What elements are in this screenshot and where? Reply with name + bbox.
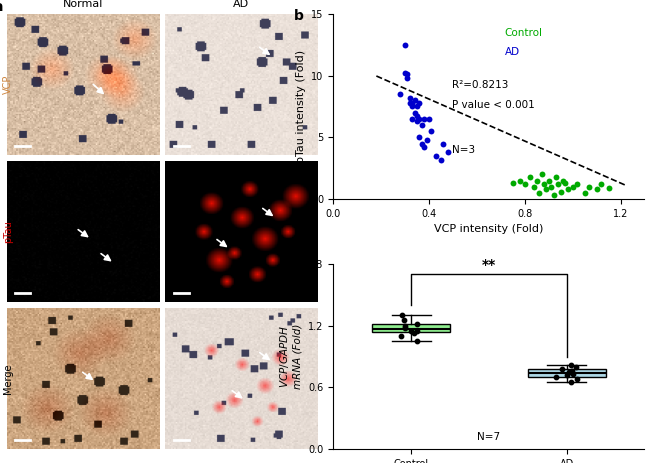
Point <box>568 183 578 190</box>
Point <box>412 118 422 125</box>
Point <box>566 367 577 375</box>
Point <box>553 181 564 188</box>
Point <box>546 183 557 190</box>
Text: pTau: pTau <box>3 220 13 243</box>
Point <box>398 317 409 324</box>
Y-axis label: $VCP/GAPDH$
mRNA (Fold): $VCP/GAPDH$ mRNA (Fold) <box>278 324 303 389</box>
Point <box>400 41 410 49</box>
Point <box>409 109 420 116</box>
Point <box>532 177 542 184</box>
Point <box>572 375 582 383</box>
Point <box>579 189 590 197</box>
Point <box>603 184 614 192</box>
X-axis label: VCP intensity (Fold): VCP intensity (Fold) <box>434 225 544 234</box>
Point <box>405 94 415 101</box>
Point <box>572 181 583 188</box>
Point <box>534 189 544 197</box>
Point <box>402 71 413 78</box>
Text: N=3: N=3 <box>452 145 475 155</box>
Point <box>414 134 424 141</box>
Point <box>412 113 422 120</box>
Text: c: c <box>294 259 303 273</box>
Text: a: a <box>0 0 3 14</box>
Point <box>539 181 549 188</box>
PathPatch shape <box>528 369 605 376</box>
Point <box>411 320 422 327</box>
Point <box>562 371 572 379</box>
Text: **: ** <box>482 258 496 272</box>
Text: Normal: Normal <box>62 0 103 9</box>
Point <box>436 156 446 163</box>
Point <box>407 115 417 123</box>
Point <box>419 115 430 123</box>
Text: Merge: Merge <box>3 363 13 394</box>
Point <box>570 363 581 370</box>
Point <box>397 312 408 319</box>
Point <box>551 173 561 181</box>
Point <box>421 136 432 144</box>
Point <box>548 192 559 199</box>
Point <box>426 127 437 135</box>
Point <box>566 361 577 369</box>
Point <box>431 152 441 160</box>
Point <box>395 332 406 340</box>
Point <box>406 327 416 334</box>
Point <box>529 183 540 190</box>
Point <box>558 177 568 184</box>
Point <box>402 75 413 82</box>
Point <box>561 179 571 187</box>
Point <box>400 324 410 332</box>
Text: AD: AD <box>505 47 519 56</box>
Point <box>414 115 424 123</box>
Point <box>566 379 576 386</box>
Point <box>568 370 579 378</box>
Point <box>508 179 518 187</box>
Text: P value < 0.001: P value < 0.001 <box>452 100 534 110</box>
Text: VCP: VCP <box>3 75 13 94</box>
Point <box>524 173 534 181</box>
Point <box>412 338 422 345</box>
Text: N=7: N=7 <box>477 432 501 442</box>
Point <box>562 186 573 193</box>
Point <box>551 373 561 381</box>
Point <box>400 69 410 77</box>
Point <box>405 99 415 106</box>
Point <box>519 181 530 188</box>
Point <box>544 177 554 184</box>
Point <box>424 115 434 123</box>
Point <box>409 329 419 337</box>
Point <box>443 149 453 156</box>
Point <box>409 97 420 104</box>
Point <box>407 103 417 110</box>
Point <box>555 188 566 195</box>
Point <box>438 140 449 147</box>
Text: AD: AD <box>233 0 249 9</box>
Point <box>584 183 594 190</box>
Point <box>419 144 430 151</box>
Point <box>515 177 525 184</box>
PathPatch shape <box>372 324 450 332</box>
Point <box>412 103 422 110</box>
Point <box>414 99 424 106</box>
Point <box>536 171 547 178</box>
Point <box>399 322 409 329</box>
Point <box>407 99 417 106</box>
Y-axis label: pTau intensity (Fold): pTau intensity (Fold) <box>296 50 305 163</box>
Point <box>411 327 422 334</box>
Point <box>564 368 574 375</box>
Point <box>596 181 607 188</box>
Point <box>395 90 406 98</box>
Text: Control: Control <box>505 28 542 38</box>
Point <box>557 365 568 373</box>
Point <box>591 186 602 193</box>
Text: R²=0.8213: R²=0.8213 <box>452 80 508 90</box>
Point <box>541 186 551 193</box>
Point <box>417 140 427 147</box>
Text: b: b <box>294 9 304 23</box>
Point <box>417 121 427 129</box>
